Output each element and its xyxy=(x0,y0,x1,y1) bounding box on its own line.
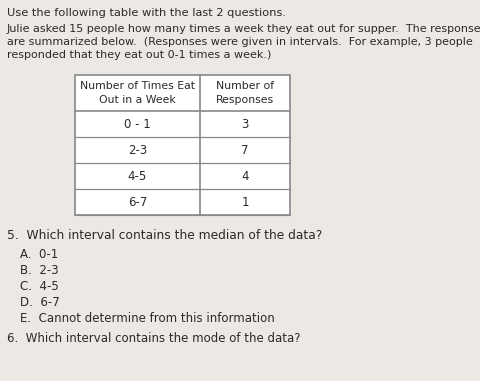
Text: 3: 3 xyxy=(241,117,248,131)
Text: Number of Times Eat
Out in a Week: Number of Times Eat Out in a Week xyxy=(80,82,194,105)
Text: 5.  Which interval contains the median of the data?: 5. Which interval contains the median of… xyxy=(7,229,322,242)
Text: 2-3: 2-3 xyxy=(128,144,147,157)
Text: 0 - 1: 0 - 1 xyxy=(124,117,151,131)
Text: 4-5: 4-5 xyxy=(128,170,147,182)
Text: Julie asked 15 people how many times a week they eat out for supper.  The respon: Julie asked 15 people how many times a w… xyxy=(7,24,480,34)
Text: B.  2-3: B. 2-3 xyxy=(20,264,59,277)
Text: 6.  Which interval contains the mode of the data?: 6. Which interval contains the mode of t… xyxy=(7,332,300,345)
Text: Use the following table with the last 2 questions.: Use the following table with the last 2 … xyxy=(7,8,286,18)
Text: are summarized below.  (Responses were given in intervals.  For example, 3 peopl: are summarized below. (Responses were gi… xyxy=(7,37,472,47)
Text: C.  4-5: C. 4-5 xyxy=(20,280,59,293)
Text: D.  6-7: D. 6-7 xyxy=(20,296,60,309)
Text: responded that they eat out 0-1 times a week.): responded that they eat out 0-1 times a … xyxy=(7,50,271,60)
Text: 7: 7 xyxy=(241,144,248,157)
Text: Number of
Responses: Number of Responses xyxy=(216,82,274,105)
FancyBboxPatch shape xyxy=(75,75,289,215)
Text: E.  Cannot determine from this information: E. Cannot determine from this informatio… xyxy=(20,312,274,325)
Text: A.  0-1: A. 0-1 xyxy=(20,248,58,261)
Text: 1: 1 xyxy=(241,195,248,208)
Text: 6-7: 6-7 xyxy=(128,195,147,208)
Text: 4: 4 xyxy=(241,170,248,182)
